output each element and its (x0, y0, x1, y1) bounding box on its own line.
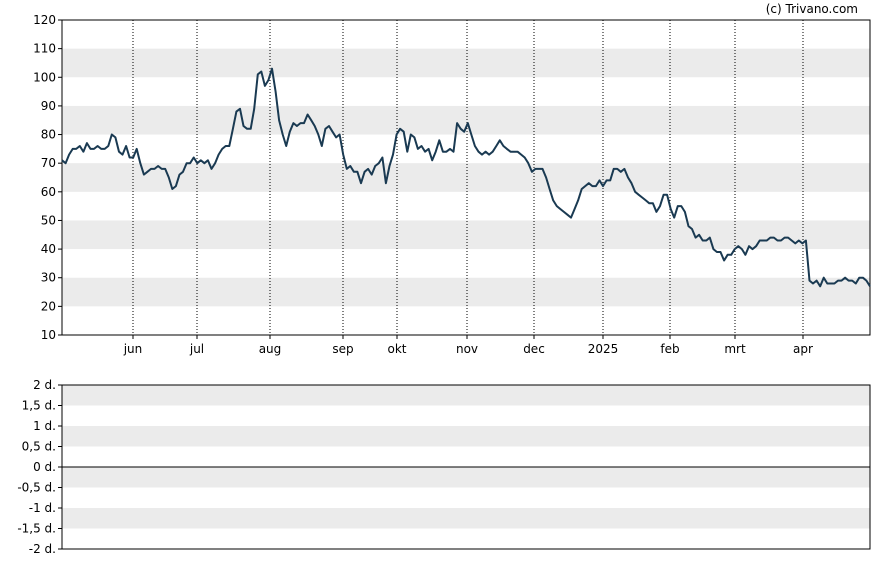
x-tick-label: jun (123, 342, 143, 356)
main-band (62, 220, 870, 250)
lower-y-tick-label: 1 d. (33, 419, 56, 433)
main-chart-y-axis: 120 110 100 90 80 70 60 50 40 30 20 10 (33, 13, 62, 342)
main-band (62, 48, 870, 78)
lower-y-tick-label: 0 d. (33, 460, 56, 474)
lower-band (62, 426, 870, 447)
y-tick-label: 70 (41, 156, 56, 170)
x-tick-label: jul (189, 342, 204, 356)
x-tick-label: mrt (724, 342, 746, 356)
x-tick-label: sep (332, 342, 353, 356)
y-tick-label: 20 (41, 299, 56, 313)
y-tick-label: 100 (33, 70, 56, 84)
y-tick-label: 90 (41, 99, 56, 113)
y-tick-label: 80 (41, 128, 56, 142)
lower-y-tick-label: 0,5 d. (22, 440, 56, 454)
y-tick-label: 120 (33, 13, 56, 27)
main-chart-bands (62, 48, 870, 307)
lower-band (62, 508, 870, 529)
lower-y-tick-label: 2 d. (33, 378, 56, 392)
lower-y-tick-label: -0,5 d. (17, 481, 56, 495)
credit-text: (c) Trivano.com (766, 2, 858, 16)
lower-y-tick-label: -2 d. (29, 542, 56, 556)
x-tick-label: 2025 (588, 342, 619, 356)
lower-band (62, 385, 870, 406)
y-tick-label: 10 (41, 328, 56, 342)
x-tick-label: dec (523, 342, 545, 356)
lower-chart-bands (62, 385, 870, 529)
price-line (61, 67, 871, 288)
lower-y-tick-label: 1,5 d. (22, 399, 56, 413)
lower-chart: 2 d. 1,5 d. 1 d. 0,5 d. 0 d. -0,5 d. -1 d. -1,5… (17, 378, 871, 556)
lower-y-tick-label: -1 d. (29, 501, 56, 515)
main-band (62, 105, 870, 135)
y-tick-label: 40 (41, 242, 56, 256)
main-chart: 120 110 100 90 80 70 60 50 40 30 20 10 jun jul aug sep… (33, 13, 871, 356)
x-tick-label: nov (456, 342, 478, 356)
lower-band (62, 467, 870, 488)
y-tick-label: 60 (41, 185, 56, 199)
lower-y-tick-label: -1,5 d. (17, 522, 56, 536)
main-band (62, 163, 870, 192)
x-tick-label: apr (793, 342, 813, 356)
lower-chart-y-axis: 2 d. 1,5 d. 1 d. 0,5 d. 0 d. -0,5 d. -1 d. -1,5… (17, 378, 62, 556)
x-tick-label: aug (259, 342, 282, 356)
y-tick-label: 30 (41, 271, 56, 285)
y-tick-label: 50 (41, 213, 56, 227)
x-tick-label: feb (660, 342, 679, 356)
main-chart-x-axis: jun jul aug sep okt nov dec 2025 feb mrt apr (123, 335, 813, 356)
y-tick-label: 110 (33, 42, 56, 56)
main-chart-frame (61, 19, 871, 336)
main-band (62, 277, 870, 307)
x-tick-label: okt (388, 342, 407, 356)
